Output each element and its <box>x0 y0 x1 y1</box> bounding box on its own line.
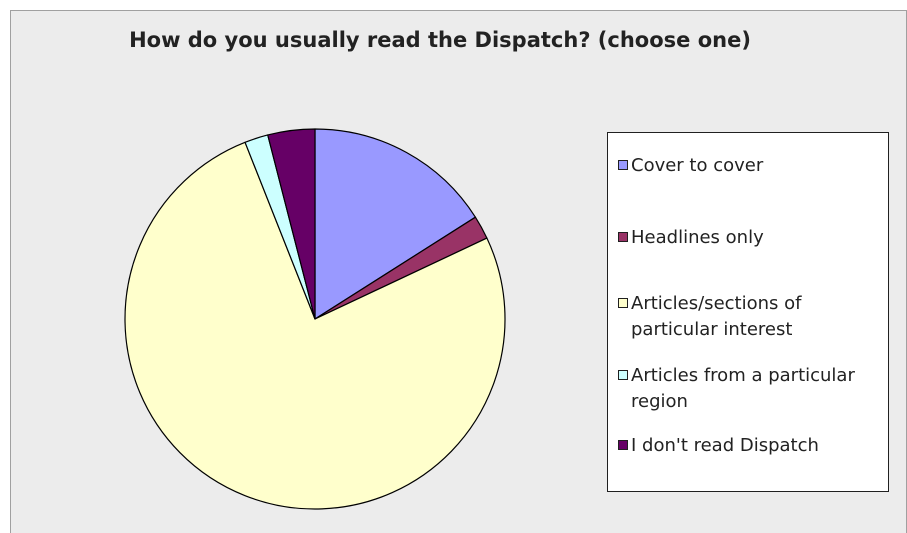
legend-label-articles-from-region: Articles from a particular region <box>631 365 855 412</box>
legend-swatch-headlines-only <box>618 232 628 242</box>
legend-label-cover-to-cover: Cover to cover <box>631 155 764 176</box>
legend-swatch-articles-of-interest <box>618 298 628 308</box>
chart-title: How do you usually read the Dispatch? (c… <box>129 28 751 52</box>
legend: Cover to cover Headlines only Articles/s… <box>607 132 889 492</box>
legend-label-headlines-only: Headlines only <box>631 227 764 248</box>
pie-slice-cover-to-cover <box>314 128 477 320</box>
legend-label-dont-read: I don't read Dispatch <box>631 435 819 456</box>
legend-swatch-dont-read <box>618 440 628 450</box>
pie-slices <box>124 128 506 510</box>
pie-slice-articles-of-interest <box>124 141 506 510</box>
legend-label-articles-of-interest: Articles/sections of particular interest <box>631 293 802 340</box>
pie-slice-dont-read <box>267 128 316 320</box>
legend-swatch-cover-to-cover <box>618 160 628 170</box>
legend-swatch-articles-from-region <box>618 370 628 380</box>
